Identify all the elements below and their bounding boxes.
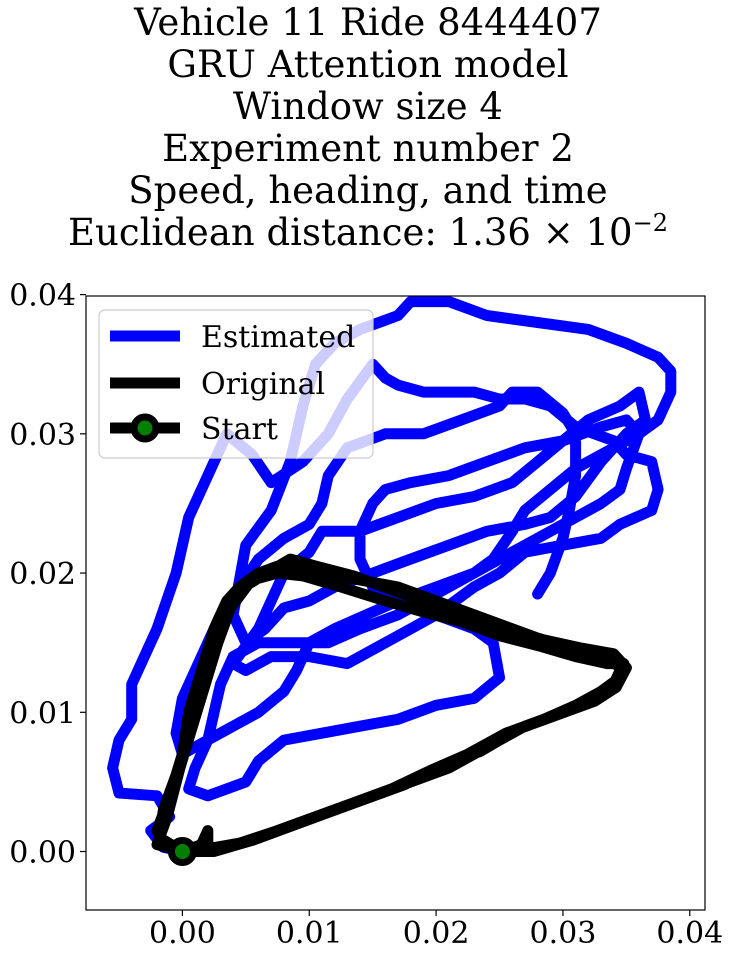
plot-area [107, 296, 677, 867]
y-tick-label: 0.00 [9, 836, 76, 871]
x-tick-label: 0.01 [276, 916, 343, 951]
legend: Estimated Original Start [98, 309, 374, 459]
y-axis: 0.00 0.01 0.02 0.03 0.04 [9, 279, 86, 871]
legend-marker-start [130, 413, 160, 443]
legend-label-original: Original [201, 367, 325, 402]
plot-frame [85, 295, 706, 911]
title-line-4: Experiment number 2 [162, 127, 574, 170]
title-metric: Euclidean distance: 1.36 × 10 [68, 211, 633, 254]
x-axis: 0.00 0.01 0.02 0.03 0.04 [149, 910, 723, 951]
title-line-1: Vehicle 11 Ride 8444407 [134, 1, 602, 44]
title-line-3: Window size 4 [233, 85, 503, 128]
title-line-2: GRU Attention model [167, 43, 569, 86]
x-tick-label: 0.04 [656, 916, 723, 951]
chart-title: Vehicle 11 Ride 8444407 GRU Attention mo… [0, 2, 736, 254]
legend-box [98, 309, 374, 459]
title-line-5: Speed, heading, and time [128, 169, 608, 212]
title-line-6: Euclidean distance: 1.36 × 10−2 [0, 209, 736, 254]
series-line-original [151, 553, 632, 857]
y-tick-label: 0.02 [9, 557, 76, 592]
y-tick-label: 0.04 [9, 279, 76, 314]
x-tick-label: 0.02 [403, 916, 470, 951]
y-tick-label: 0.03 [9, 418, 76, 453]
start-marker [167, 837, 197, 867]
legend-label-estimated: Estimated [201, 320, 355, 355]
x-tick-label: 0.03 [530, 916, 597, 951]
x-tick-label: 0.00 [149, 916, 216, 951]
series-line-estimated [107, 296, 677, 857]
title-metric-exponent: −2 [632, 209, 668, 237]
legend-label-start: Start [201, 412, 278, 447]
y-tick-label: 0.01 [9, 696, 76, 731]
